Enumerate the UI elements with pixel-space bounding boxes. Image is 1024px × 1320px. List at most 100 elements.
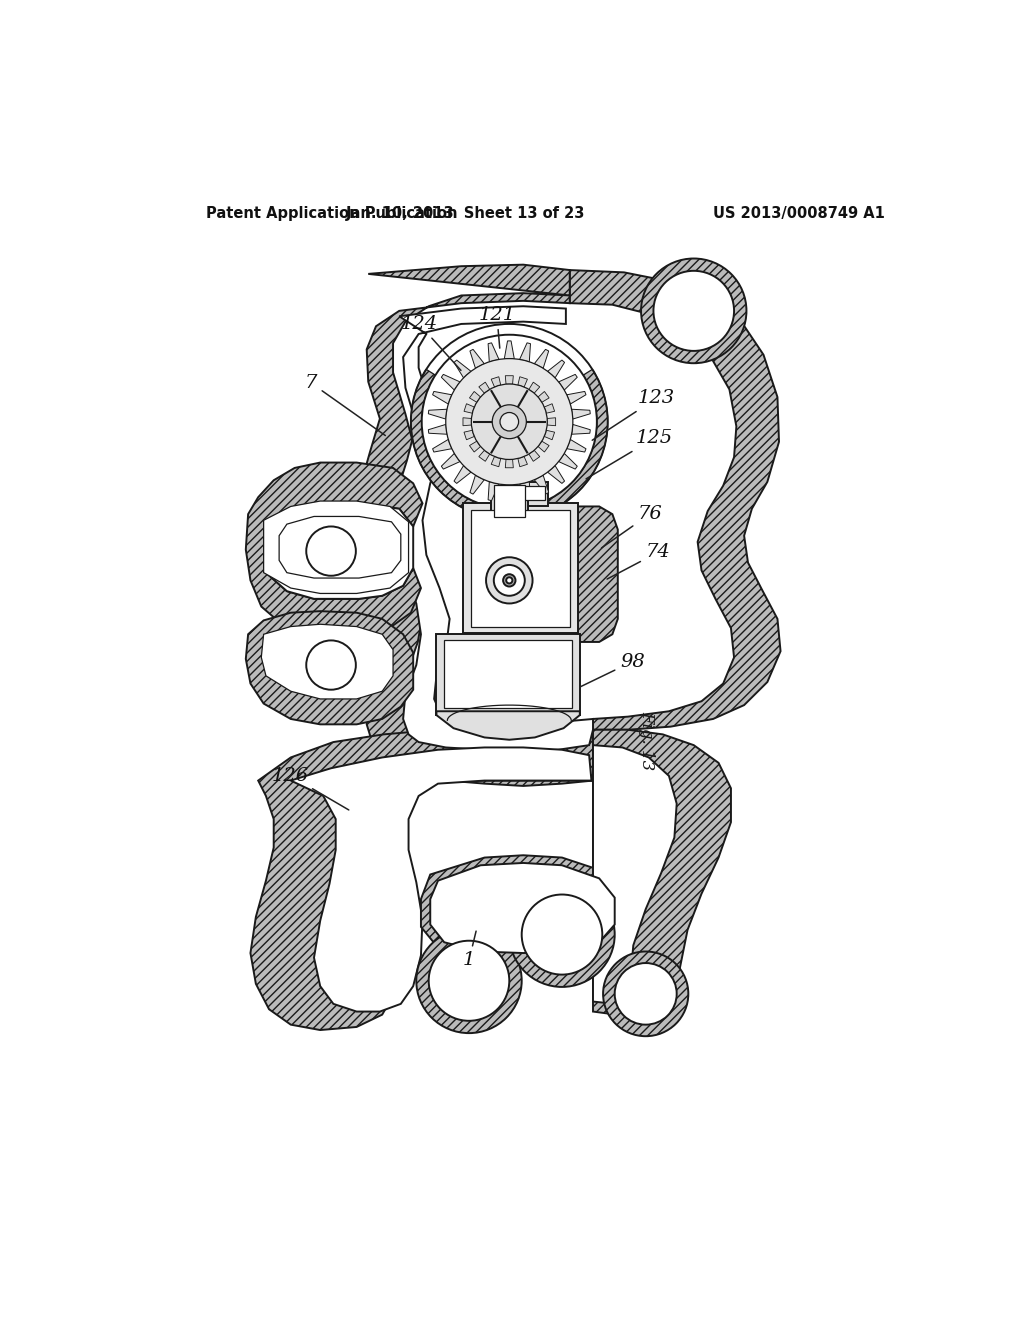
- Polygon shape: [488, 343, 499, 362]
- Polygon shape: [291, 747, 592, 1011]
- Polygon shape: [593, 744, 677, 1003]
- Text: 121: 121: [478, 306, 515, 348]
- Circle shape: [494, 565, 524, 595]
- Bar: [494, 484, 524, 517]
- Polygon shape: [488, 482, 499, 500]
- Polygon shape: [246, 462, 423, 635]
- Polygon shape: [432, 440, 452, 451]
- Polygon shape: [535, 350, 549, 368]
- Polygon shape: [519, 482, 530, 500]
- Polygon shape: [548, 360, 564, 378]
- Polygon shape: [454, 466, 471, 483]
- Polygon shape: [566, 392, 586, 404]
- Polygon shape: [571, 425, 590, 434]
- Polygon shape: [545, 404, 555, 413]
- Polygon shape: [538, 392, 549, 403]
- Polygon shape: [479, 383, 489, 393]
- Circle shape: [306, 640, 356, 689]
- Circle shape: [486, 557, 532, 603]
- Text: 126: 126: [271, 767, 349, 810]
- Text: Fig. 13: Fig. 13: [638, 711, 655, 771]
- Polygon shape: [263, 502, 409, 594]
- Polygon shape: [492, 376, 501, 387]
- Polygon shape: [430, 863, 614, 953]
- Polygon shape: [464, 430, 474, 440]
- Circle shape: [521, 895, 602, 974]
- Polygon shape: [463, 417, 471, 426]
- Polygon shape: [469, 392, 480, 403]
- Text: 76: 76: [601, 504, 663, 548]
- Bar: [444, 640, 572, 708]
- Polygon shape: [428, 425, 447, 434]
- Circle shape: [614, 964, 677, 1024]
- Polygon shape: [492, 457, 501, 467]
- Polygon shape: [470, 475, 484, 494]
- Bar: [490, 482, 528, 520]
- Polygon shape: [593, 730, 731, 1015]
- Polygon shape: [528, 383, 540, 393]
- Polygon shape: [569, 271, 780, 730]
- Polygon shape: [505, 376, 513, 384]
- Polygon shape: [436, 711, 580, 739]
- Polygon shape: [504, 341, 514, 359]
- Text: 7: 7: [305, 374, 385, 436]
- Polygon shape: [545, 430, 555, 440]
- Circle shape: [306, 527, 356, 576]
- Polygon shape: [479, 450, 489, 461]
- Polygon shape: [505, 459, 513, 467]
- Circle shape: [503, 574, 515, 586]
- Polygon shape: [571, 409, 590, 418]
- Circle shape: [445, 359, 572, 484]
- Polygon shape: [246, 611, 414, 725]
- Text: 123: 123: [592, 389, 675, 441]
- Bar: [463, 503, 578, 632]
- Polygon shape: [393, 306, 593, 751]
- Circle shape: [653, 271, 734, 351]
- Bar: [496, 487, 545, 500]
- Polygon shape: [280, 516, 400, 578]
- Polygon shape: [428, 409, 447, 418]
- Text: Jan. 10, 2013  Sheet 13 of 23: Jan. 10, 2013 Sheet 13 of 23: [345, 206, 585, 222]
- Polygon shape: [548, 466, 564, 483]
- Circle shape: [500, 412, 518, 430]
- Polygon shape: [251, 729, 593, 1030]
- Polygon shape: [547, 417, 556, 426]
- Text: US 2013/0008749 A1: US 2013/0008749 A1: [713, 206, 885, 222]
- Polygon shape: [411, 370, 607, 520]
- Text: 1: 1: [463, 931, 476, 969]
- Polygon shape: [519, 343, 530, 362]
- Polygon shape: [504, 484, 514, 503]
- Text: 74: 74: [607, 544, 671, 579]
- Text: 124: 124: [400, 315, 461, 371]
- Polygon shape: [266, 503, 414, 599]
- Text: Patent Application Publication: Patent Application Publication: [206, 206, 457, 222]
- Polygon shape: [469, 441, 480, 451]
- Polygon shape: [566, 440, 586, 451]
- Polygon shape: [464, 404, 474, 413]
- Text: 125: 125: [586, 429, 673, 479]
- Polygon shape: [441, 454, 460, 469]
- Text: 98: 98: [580, 652, 645, 686]
- Polygon shape: [421, 855, 630, 964]
- Circle shape: [641, 259, 746, 363]
- Polygon shape: [538, 441, 549, 451]
- Polygon shape: [261, 624, 393, 700]
- Circle shape: [471, 384, 547, 459]
- Circle shape: [422, 335, 597, 508]
- Polygon shape: [470, 350, 484, 368]
- Bar: [436, 635, 580, 715]
- Polygon shape: [559, 375, 578, 389]
- Circle shape: [509, 882, 614, 987]
- Circle shape: [603, 952, 688, 1036]
- Polygon shape: [441, 375, 460, 389]
- Polygon shape: [356, 264, 593, 785]
- Polygon shape: [535, 475, 549, 494]
- Polygon shape: [518, 376, 527, 387]
- Bar: [471, 510, 569, 627]
- Circle shape: [506, 577, 512, 583]
- Circle shape: [429, 941, 509, 1020]
- Polygon shape: [432, 392, 452, 404]
- Polygon shape: [578, 507, 617, 642]
- Circle shape: [417, 928, 521, 1034]
- Bar: [493, 482, 548, 507]
